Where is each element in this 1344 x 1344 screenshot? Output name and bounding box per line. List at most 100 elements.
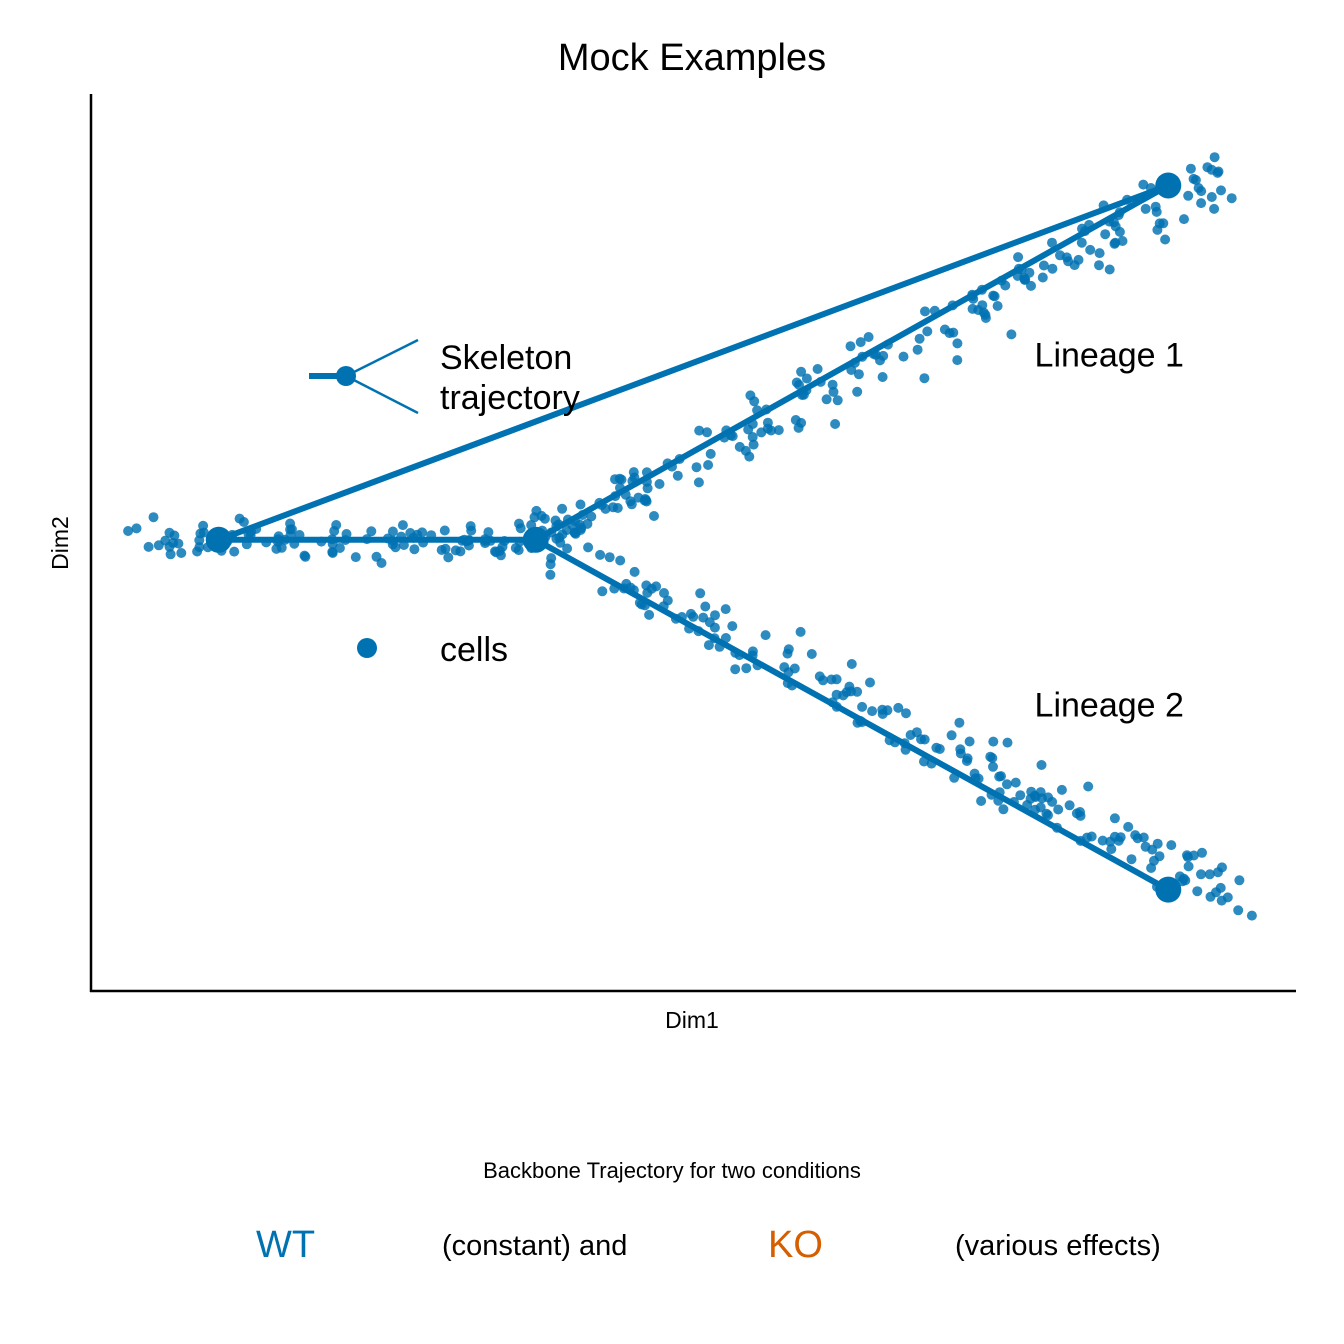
cell-point [952,355,963,366]
cell-point [790,415,801,425]
cell-point [1185,163,1196,174]
cell-point [893,702,904,713]
cell-point [1109,813,1120,824]
cell-point [996,771,1006,782]
cell-point [195,528,206,539]
cell-point [644,609,655,620]
cell-point [1000,280,1011,291]
cell-point [821,394,832,405]
cell-point [1197,847,1207,858]
trajectory-node-lineage1_end [1155,172,1182,199]
cell-point [1105,836,1116,847]
cell-point [583,542,594,553]
cell-point [597,586,608,597]
cell-point [1216,185,1226,196]
cell-point [625,496,636,507]
cell-point [1038,260,1049,271]
cell-point [688,611,699,622]
cell-point [705,448,716,459]
cell-point [131,523,142,534]
cell-point [1196,198,1207,209]
cell-point [857,701,868,712]
cell-point [693,477,704,488]
cell-point [1188,173,1199,184]
cell-point [916,734,926,745]
cell-point [743,424,754,435]
legend-trajectory-branch-up [345,338,419,378]
cell-point [1061,252,1072,263]
cell-point [1209,152,1220,163]
trajectory-edge-branch-lineage2_end [532,536,1172,893]
cell-point [234,513,245,524]
cell-point [371,551,382,562]
cell-point [628,467,639,478]
cell-point [988,736,999,747]
cell-point [1056,784,1067,795]
cell-point [165,549,176,560]
legend-cell-point [357,638,377,658]
cell-point [164,527,175,538]
cell-point [832,395,843,406]
cell-point [844,681,855,692]
cell-point [912,344,923,355]
cell-point [633,492,644,503]
cell-point [855,337,866,348]
cell-point [662,595,673,606]
cell-point [954,717,965,728]
cell-point [409,544,420,555]
cell-point [148,512,159,523]
legend-skeleton-label-line1: Skeleton [440,339,572,377]
cell-point [641,496,652,507]
cell-point [1002,737,1013,748]
cell-point [748,439,759,450]
cell-point [1234,875,1245,886]
cell-point [920,306,930,317]
cell-point [575,499,586,510]
cell-point [845,341,856,352]
cell-point [867,706,878,717]
cell-point [575,525,586,535]
cell-point [1083,781,1094,792]
cell-point [483,527,494,538]
legend-trajectory-branch-down [345,374,419,415]
cell-point [702,427,712,438]
cell-point [980,313,991,323]
cell-point [1206,164,1217,175]
cell-point [898,351,909,362]
cell-point [694,425,705,436]
cell-point [1215,882,1226,893]
cell-point [615,555,626,566]
cell-point [450,545,461,556]
cell-point [539,513,550,524]
cell-point [1047,796,1058,807]
cell-point [919,373,930,384]
cell-point [691,462,702,473]
cell-point [1106,844,1117,855]
cell-point [730,664,741,675]
cell-point [952,338,963,349]
cell-point [962,753,973,764]
cell-point [700,601,711,612]
cell-point [846,659,857,669]
cell-point [300,551,311,562]
cell-point [760,630,771,641]
cell-point [709,622,720,633]
legend-trajectory-node [336,366,356,386]
cell-point [863,332,874,342]
cell-point [672,470,683,481]
cell-point [646,583,657,594]
cell-point [955,744,966,755]
legend-skeleton-label-line2: trajectory [440,379,580,417]
lineage-label-1: Lineage 1 [1035,337,1184,375]
cell-point [463,540,474,551]
cell-point [773,425,784,436]
cell-point [1183,861,1194,872]
cell-point [1094,260,1104,271]
cell-point [998,804,1009,815]
cell-point [782,648,793,659]
cell-point [1085,244,1096,255]
cell-point [1233,905,1244,916]
cell-point [1154,851,1165,862]
cell-point [440,543,451,554]
